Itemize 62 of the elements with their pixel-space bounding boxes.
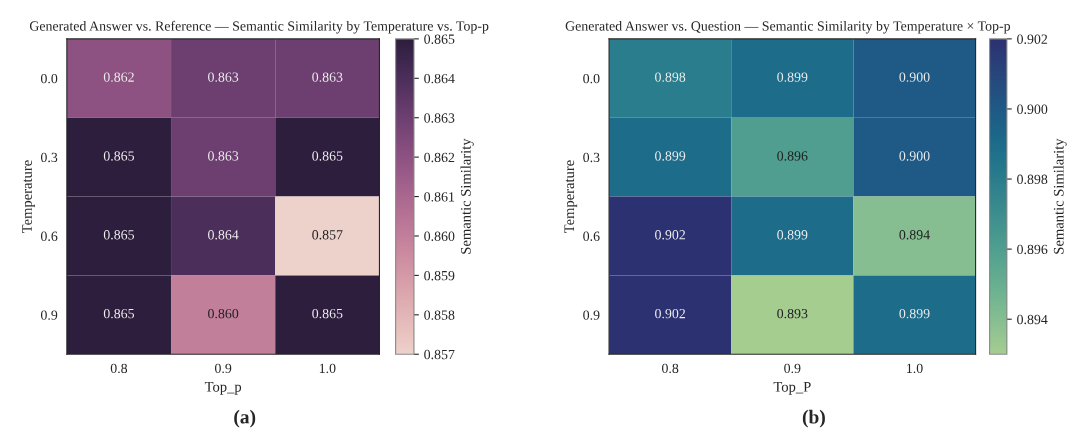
data-label: 0.865 bbox=[312, 151, 343, 161]
color-bar-label: 0.859 bbox=[424, 270, 455, 281]
data-label: 0.898 bbox=[655, 72, 686, 82]
data-label: 0.900 bbox=[899, 151, 930, 161]
y-axis-title: Temperature bbox=[564, 160, 578, 234]
data-label: 0.894 bbox=[899, 230, 930, 240]
color-bar-label: 0.862 bbox=[424, 152, 455, 163]
color-bar-label: 0.864 bbox=[424, 73, 455, 84]
data-label: 0.863 bbox=[208, 72, 239, 82]
data-label: 0.865 bbox=[103, 151, 135, 161]
x-tick-label: 1.0 bbox=[319, 363, 336, 374]
color-bar-label: 0.894 bbox=[1017, 314, 1048, 325]
y-tick-label: 0.3 bbox=[583, 152, 600, 163]
color-bar-label: 0.857 bbox=[424, 349, 455, 360]
data-label: 0.899 bbox=[777, 230, 808, 240]
data-label: 0.893 bbox=[777, 308, 808, 319]
y-axis-title: Temperature bbox=[22, 160, 35, 234]
x-tick-label: 0.9 bbox=[214, 363, 232, 374]
y-tick-label: 0.0 bbox=[40, 73, 58, 84]
color-bar-label: 0.865 bbox=[424, 34, 455, 44]
color-bar-label: 0.896 bbox=[1017, 244, 1048, 255]
data-label: 0.865 bbox=[312, 308, 343, 319]
y-tick-label: 0.9 bbox=[40, 310, 58, 320]
color-bar-label: 0.858 bbox=[424, 310, 455, 320]
y-tick-label: 0.6 bbox=[583, 231, 600, 241]
x-axis-title: Top_P bbox=[773, 381, 811, 395]
data-label: 0.862 bbox=[103, 72, 134, 82]
y-tick-label: 0.0 bbox=[583, 73, 600, 84]
data-label: 0.864 bbox=[208, 230, 239, 240]
x-axis-title: Top_p bbox=[204, 381, 242, 395]
chart-title: Generated Answer vs. Question — Semantic Similarity by Temperature × Top-p bbox=[565, 20, 1011, 34]
data-label: 0.902 bbox=[655, 308, 686, 319]
y-tick-label: 0.9 bbox=[583, 310, 600, 320]
chart-title: Generated Answer vs. Reference — Semantic Similarity by Temperature vs. Top-p bbox=[29, 20, 489, 34]
data-label: 0.865 bbox=[103, 230, 135, 240]
data-label: 0.863 bbox=[312, 72, 343, 82]
data-label: 0.863 bbox=[208, 151, 239, 161]
text: (b) bbox=[802, 409, 825, 428]
data-label: 0.902 bbox=[655, 230, 686, 240]
x-tick-label: 0.9 bbox=[784, 363, 801, 374]
y-tick-label: 0.3 bbox=[40, 152, 58, 163]
data-label: 0.865 bbox=[103, 308, 135, 319]
color-bar-label: 0.861 bbox=[424, 192, 455, 202]
y-tick-label: 0.6 bbox=[40, 231, 58, 241]
color-bar-title: Semantic Similarity bbox=[1053, 138, 1067, 254]
color-bar-label: 0.860 bbox=[424, 231, 455, 241]
color-bar-label: 0.863 bbox=[424, 113, 455, 123]
data-label: 0.899 bbox=[899, 308, 930, 319]
color-bar-title: Semantic Similarity bbox=[460, 138, 474, 254]
data-label: 0.899 bbox=[655, 151, 686, 161]
data-label: 0.860 bbox=[208, 308, 239, 319]
x-tick-label: 1.0 bbox=[907, 363, 923, 374]
data-label: 0.899 bbox=[777, 72, 808, 82]
color-bar-label: 0.900 bbox=[1017, 104, 1048, 114]
text: (a) bbox=[234, 409, 256, 428]
data-label: 0.896 bbox=[777, 151, 808, 161]
color-bar-label: 0.902 bbox=[1017, 34, 1048, 44]
x-tick-label: 0.8 bbox=[110, 363, 128, 374]
data-label: 0.857 bbox=[312, 230, 343, 240]
x-tick-label: 0.8 bbox=[662, 363, 679, 374]
color-bar-label: 0.898 bbox=[1017, 174, 1048, 185]
data-label: 0.900 bbox=[899, 72, 930, 82]
